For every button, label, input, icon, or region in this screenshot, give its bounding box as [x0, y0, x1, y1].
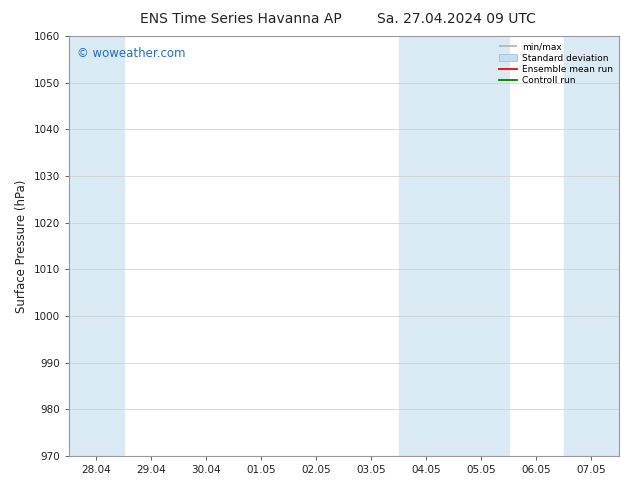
Text: © woweather.com: © woweather.com: [77, 47, 186, 60]
Text: ENS Time Series Havanna AP: ENS Time Series Havanna AP: [140, 12, 342, 26]
Bar: [399, 36, 509, 456]
Bar: [69, 36, 124, 456]
Legend: min/max, Standard deviation, Ensemble mean run, Controll run: min/max, Standard deviation, Ensemble me…: [497, 41, 614, 87]
Y-axis label: Surface Pressure (hPa): Surface Pressure (hPa): [15, 179, 28, 313]
Text: Sa. 27.04.2024 09 UTC: Sa. 27.04.2024 09 UTC: [377, 12, 536, 26]
Bar: [564, 36, 619, 456]
